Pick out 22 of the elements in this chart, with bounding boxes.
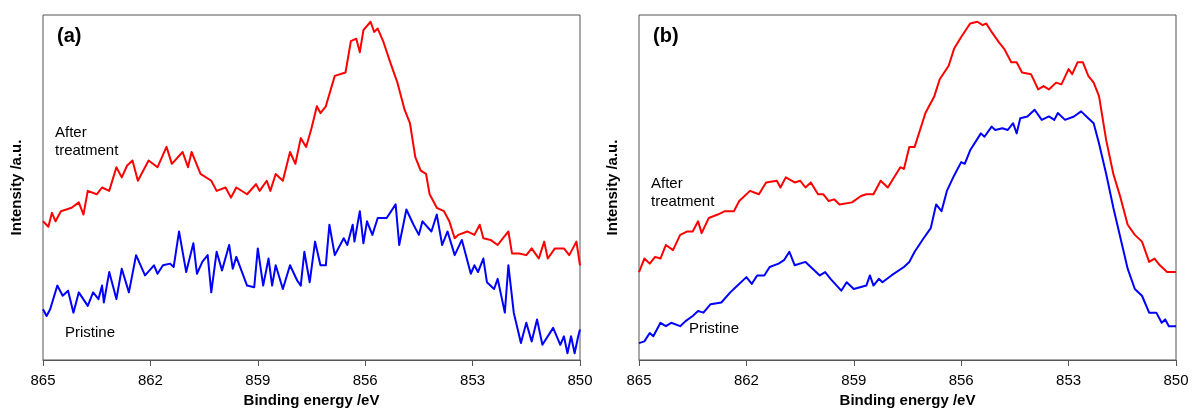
x-tick-label: 862 — [733, 371, 759, 388]
x-tick-label: 865 — [30, 371, 56, 388]
series-label: Pristine — [689, 318, 740, 336]
x-tick-label: 862 — [137, 371, 163, 388]
x-axis-title: Binding energy /eV — [839, 390, 976, 408]
y-axis-title: Intensity /a.u. — [603, 139, 620, 236]
series-label: After treatment — [651, 173, 716, 209]
y-axis-title: Intensity /a.u. — [7, 139, 24, 236]
series-label: After treatment — [55, 122, 120, 158]
series-label: Pristine — [65, 322, 116, 340]
x-tick-label: 853 — [460, 371, 486, 388]
x-tick-label: 853 — [1056, 371, 1082, 388]
x-tick-label: 856 — [948, 371, 974, 388]
x-tick-label: 850 — [567, 371, 593, 388]
x-axis-title: Binding energy /eV — [243, 390, 380, 408]
chart-title: (a) — [57, 24, 82, 46]
x-tick-label: 856 — [352, 371, 378, 388]
x-tick-label: 865 — [626, 371, 652, 388]
chart-title: (b) — [653, 24, 679, 46]
x-tick-label: 850 — [1163, 371, 1189, 388]
x-tick-label: 859 — [841, 371, 867, 388]
x-tick-label: 859 — [245, 371, 271, 388]
